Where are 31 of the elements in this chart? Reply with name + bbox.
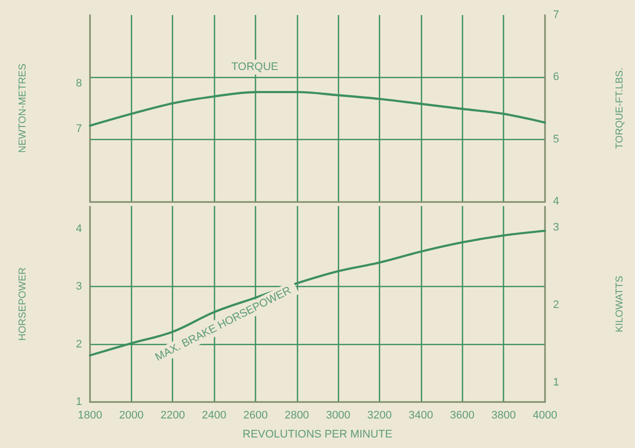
- y2-tick-label: 2: [553, 299, 560, 312]
- x-tick-label: 3600: [450, 410, 475, 422]
- y2-tick-label: 6: [553, 71, 560, 84]
- y2-tick-label: 1: [553, 376, 560, 388]
- y-tick-label: 2: [76, 338, 82, 350]
- x-tick-label: 3400: [408, 410, 434, 422]
- y-tick-label: 4: [76, 223, 82, 236]
- x-tick-label: 3000: [326, 410, 350, 422]
- y2-tick-label: 7: [553, 9, 560, 21]
- y-axis-title: NEWTON-METRES: [18, 63, 28, 153]
- y-tick-label: 8: [76, 77, 82, 90]
- y-tick-label: 3: [76, 280, 82, 293]
- y2-tick-label: 4: [553, 196, 560, 208]
- x-tick-label: 1800: [78, 410, 102, 422]
- y2-axis-title: KILOWATTS: [614, 275, 626, 332]
- y-tick-label: 7: [76, 123, 82, 136]
- x-tick-label: 4000: [532, 410, 558, 422]
- x-axis-title: REVOLUTIONS PER MINUTE: [242, 428, 392, 440]
- y2-tick-label: 5: [553, 133, 560, 146]
- x-tick-label: 3200: [367, 410, 392, 422]
- y-axis-title: HORSEPOWER: [18, 267, 28, 341]
- x-tick-label: 2600: [243, 410, 268, 422]
- series-label: TORQUE: [231, 61, 278, 74]
- x-tick-label: 2200: [160, 410, 185, 422]
- x-tick-label: 2400: [202, 410, 226, 422]
- x-tick-label: 2000: [119, 410, 144, 422]
- y2-axis-title: TORQUE-FT.LBS.: [614, 68, 626, 149]
- x-tick-label: 2800: [284, 410, 310, 422]
- y-tick-label: 1: [76, 396, 82, 408]
- x-tick-label: 3800: [491, 410, 516, 422]
- y2-tick-label: 3: [553, 222, 560, 234]
